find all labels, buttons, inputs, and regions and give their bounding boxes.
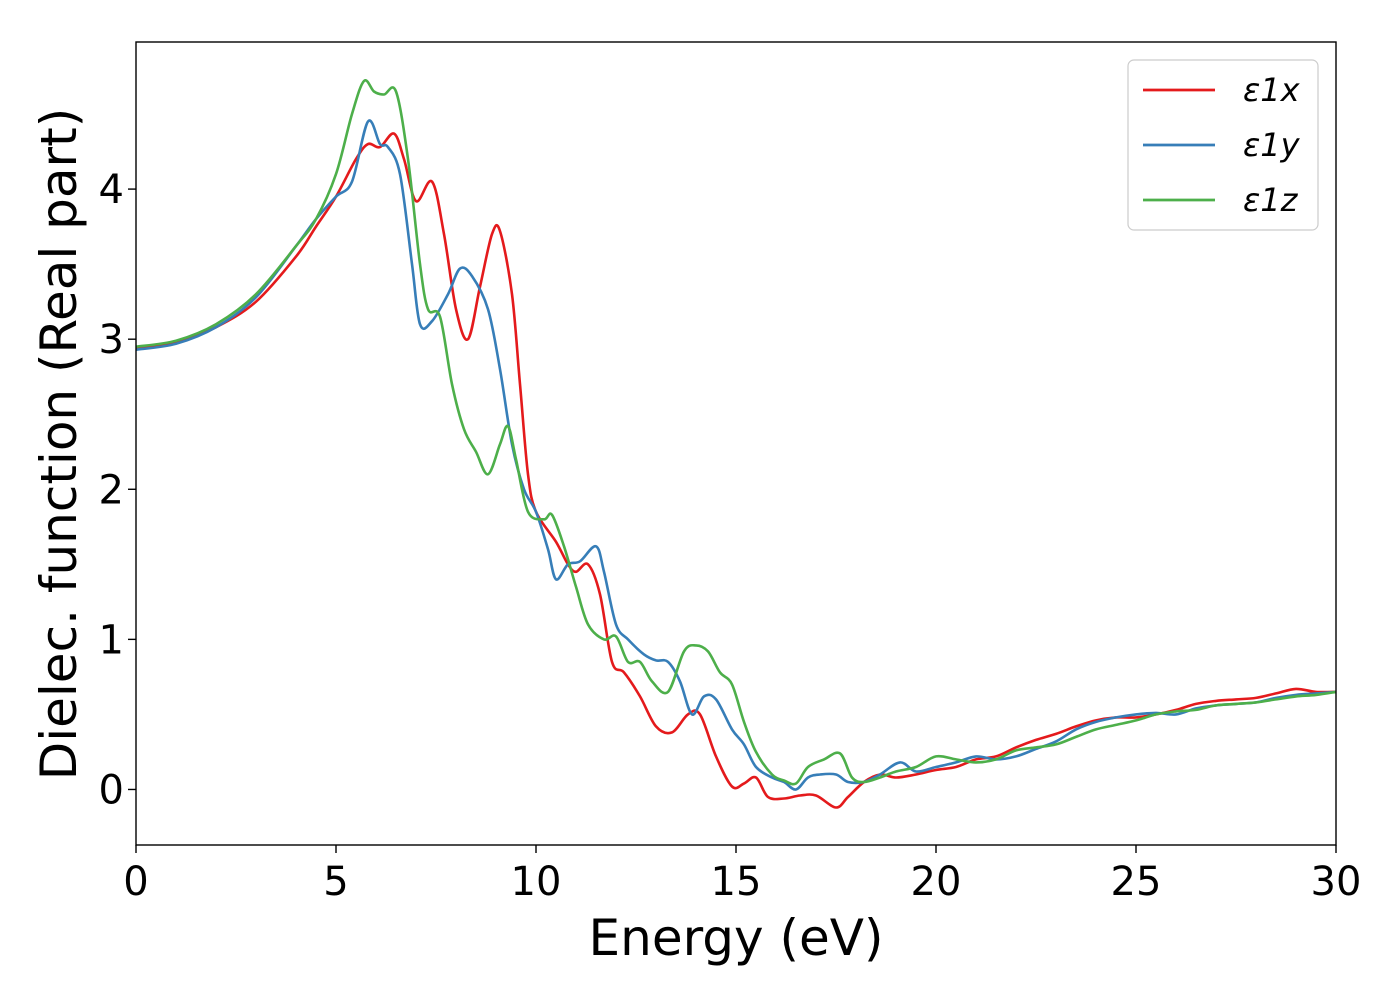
x-tick-label: 30 [1311, 859, 1362, 905]
legend-label: ε1y [1243, 126, 1301, 164]
series-line-2 [136, 119, 1336, 791]
x-axis-ticks: 0 5 10 15 20 25 30 [123, 845, 1361, 905]
x-tick-label: 10 [511, 859, 562, 905]
x-tick-label: 15 [711, 859, 762, 905]
series-line-3 [136, 78, 1336, 786]
x-tick-label: 5 [323, 859, 348, 905]
y-tick-label: 2 [99, 467, 124, 513]
legend-label: ε1z [1243, 181, 1299, 219]
legend: ε1x ε1y ε1z [1127, 59, 1319, 231]
series-lines [136, 78, 1336, 809]
x-tick-label: 20 [911, 859, 962, 905]
y-axis-label: Dielec. function (Real part) [30, 108, 88, 780]
x-tick-label: 25 [1111, 859, 1162, 905]
y-tick-label: 3 [99, 317, 124, 363]
y-tick-label: 1 [99, 617, 124, 663]
y-axis-ticks: 0 1 2 3 4 [99, 167, 136, 813]
legend-label: ε1x [1243, 71, 1301, 109]
x-tick-label: 0 [123, 859, 148, 905]
y-tick-label: 4 [99, 167, 124, 213]
x-axis-label: Energy (eV) [589, 909, 884, 967]
y-tick-label: 0 [99, 767, 124, 813]
legend-box [1127, 59, 1319, 231]
